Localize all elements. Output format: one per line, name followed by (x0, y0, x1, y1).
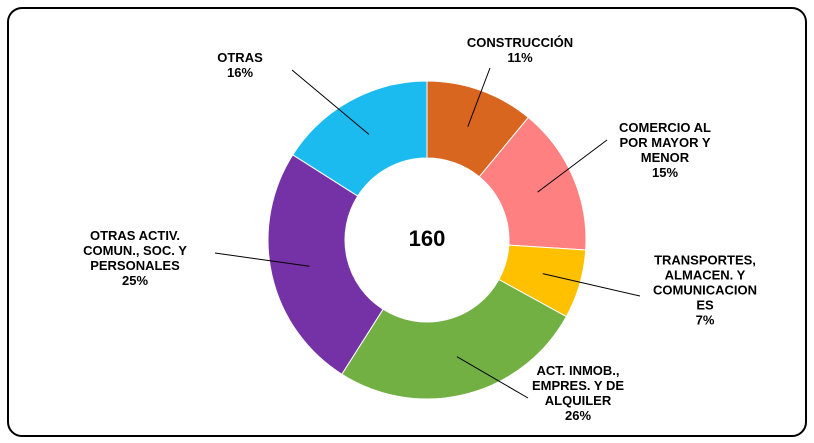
value-label: 7% (695, 312, 715, 328)
donut-slice (267, 154, 384, 375)
value-label: 15% (651, 165, 679, 180)
category-label: ACT. INMOB., EMPRES. Y DE ALQUILER (532, 363, 624, 408)
slice-label: OTRAS ACTIV. COMUN., SOC. Y PERSONALES 25… (83, 228, 187, 288)
slice-label: ACT. INMOB., EMPRES. Y DE ALQUILER 26% (532, 363, 624, 423)
leader-line (291, 69, 370, 135)
slice-label: COMERCIO AL POR MAYOR Y MENOR 15% (619, 120, 711, 180)
donut-slice (292, 80, 428, 197)
leader-line (467, 67, 491, 127)
donut-slice (341, 278, 568, 400)
value-label: 16% (226, 65, 254, 80)
slice-label: OTRAS 16% (217, 50, 263, 80)
leader-line (214, 252, 310, 267)
leader-line (456, 356, 529, 399)
frame (7, 7, 807, 437)
slice-label: TRANSPORTES, ALMACEN. Y COMUNICACION ES 7… (653, 253, 757, 328)
value-label: 25% (121, 273, 149, 288)
category-label: OTRAS (217, 50, 263, 65)
value-label: 26% (564, 408, 592, 423)
category-label: CONSTRUCCIÓN (466, 35, 574, 50)
leader-line (537, 139, 608, 193)
category-label: TRANSPORTES, ALMACEN. Y COMUNICACION ES (653, 252, 757, 313)
slice-label: CONSTRUCCIÓN 11% (467, 35, 573, 65)
category-label: OTRAS ACTIV. COMUN., SOC. Y PERSONALES (83, 228, 187, 273)
center-label: 160 (409, 226, 446, 251)
value-label: 11% (507, 50, 533, 65)
category-label: COMERCIO AL POR MAYOR Y MENOR (619, 120, 711, 165)
leader-line (542, 273, 641, 297)
